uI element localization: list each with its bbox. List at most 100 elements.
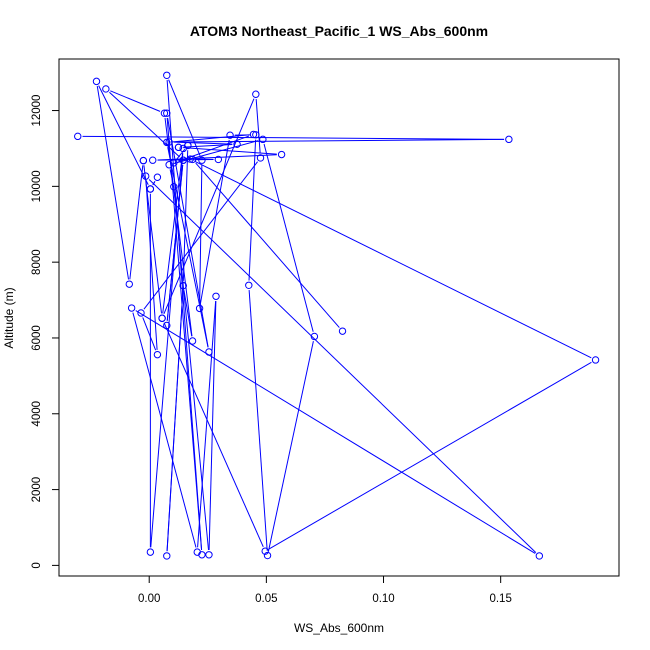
series-segment — [248, 139, 257, 281]
series-segment — [145, 180, 158, 350]
series-segment — [173, 141, 233, 145]
data-point — [163, 109, 171, 117]
series-segment — [182, 150, 189, 281]
series-segment — [163, 98, 255, 315]
y-tick-label: 6000 — [31, 325, 43, 351]
data-point — [141, 172, 150, 180]
data-point — [205, 348, 213, 356]
series-segment — [148, 179, 537, 553]
data-point — [233, 140, 241, 148]
series-segment — [129, 165, 144, 280]
series-segment — [168, 79, 201, 156]
series-segment — [269, 361, 592, 550]
series-segment — [135, 310, 536, 554]
series-segment — [268, 341, 314, 551]
data-point — [137, 309, 145, 317]
x-tick-label: 0.10 — [372, 593, 394, 605]
data-point — [179, 156, 187, 164]
data-point — [149, 156, 157, 164]
data-point — [174, 143, 183, 152]
data-point — [163, 138, 171, 147]
y-tick-label: 0 — [31, 562, 43, 568]
data-point — [205, 551, 213, 559]
series-segment — [199, 164, 203, 304]
series-segment — [171, 134, 249, 143]
data-point — [153, 350, 162, 359]
data-point — [102, 85, 110, 93]
data-point — [139, 156, 148, 165]
data-point — [212, 292, 220, 300]
y-tick-label: 8000 — [31, 249, 43, 275]
y-tick-label: 2000 — [31, 477, 43, 503]
series-layer — [74, 71, 600, 560]
series-segment — [183, 290, 193, 337]
series-segment — [164, 117, 193, 337]
data-point — [127, 304, 136, 312]
data-point — [259, 135, 267, 144]
series-segment — [208, 301, 217, 550]
data-point — [146, 548, 155, 556]
data-point — [184, 141, 192, 150]
series-segment — [163, 322, 264, 547]
data-point — [170, 159, 178, 167]
data-point — [163, 321, 171, 330]
data-point — [92, 77, 101, 86]
series-segment — [166, 80, 203, 551]
series-segment — [152, 181, 156, 186]
series-segment — [162, 153, 184, 314]
y-tick-label: 10000 — [31, 170, 43, 202]
data-point — [74, 132, 82, 141]
series-segment — [176, 148, 186, 160]
series-segment — [166, 117, 203, 551]
data-point — [245, 281, 253, 289]
data-point — [263, 551, 272, 560]
data-point — [146, 185, 155, 193]
data-point — [158, 314, 166, 322]
series-segment — [109, 91, 180, 158]
x-tick-label: 0.00 — [138, 593, 160, 605]
data-point — [261, 547, 269, 555]
series-segment — [132, 312, 197, 548]
series-segment — [263, 143, 314, 332]
series-segment — [166, 164, 184, 321]
data-point — [310, 332, 319, 341]
data-point — [226, 131, 234, 139]
data-point — [252, 90, 260, 98]
series-segment — [166, 290, 184, 552]
data-point — [165, 161, 173, 169]
x-tick-label: 0.15 — [489, 593, 511, 605]
data-point — [125, 280, 133, 288]
data-point — [591, 356, 600, 364]
series-segment — [197, 301, 217, 548]
series-segment — [98, 85, 149, 185]
data-point — [535, 552, 544, 560]
series-segment — [199, 139, 230, 304]
series-segment — [173, 138, 505, 143]
y-tick-label: 12000 — [31, 95, 43, 127]
data-point — [249, 130, 258, 139]
x-tick-label: 0.05 — [255, 593, 277, 605]
data-point — [505, 135, 513, 144]
data-point — [170, 183, 178, 191]
series-segment — [167, 146, 209, 348]
x-axis: 0.00 0.05 0.10 0.15 — [138, 575, 512, 605]
y-axis-label: Altitude (m) — [2, 287, 16, 348]
series-segment — [195, 162, 340, 328]
data-point — [256, 154, 265, 162]
data-point — [163, 552, 171, 560]
data-point — [188, 155, 197, 164]
data-point — [160, 109, 169, 117]
series-segment — [142, 317, 157, 351]
series-segment — [183, 147, 277, 155]
y-tick-label: 4000 — [31, 401, 43, 427]
chart-title: ATOM3 Northeast_Pacific_1 WS_Abs_600nm — [190, 23, 488, 39]
x-axis-label: WS_Abs_600nm — [294, 621, 384, 635]
series-segment — [96, 86, 130, 280]
series-segment — [255, 99, 261, 154]
data-point — [188, 337, 197, 345]
data-point — [179, 281, 187, 290]
series-segment — [194, 160, 592, 359]
series-segment — [82, 135, 505, 140]
data-point — [214, 155, 223, 164]
data-point — [198, 551, 206, 559]
